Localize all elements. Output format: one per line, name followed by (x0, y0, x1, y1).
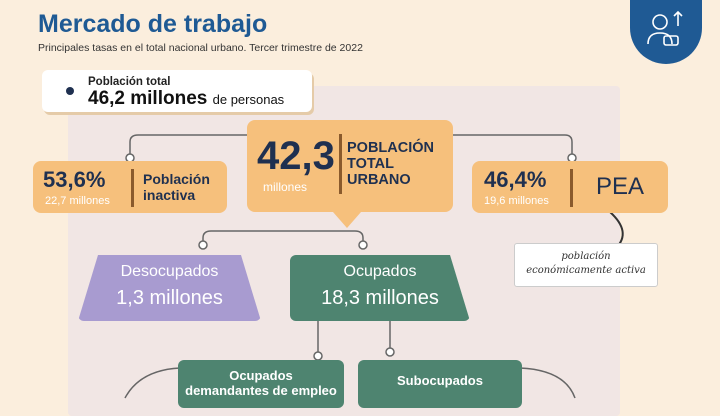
population-total-label: Población total (88, 76, 171, 88)
page-subtitle: Principales tasas en el total nacional u… (38, 42, 363, 54)
urban-population-unit: millones (263, 180, 308, 194)
pea-label: PEA (596, 173, 645, 200)
unemployed-box: Desocupados 1,3 millones (78, 255, 261, 321)
bullet-icon (66, 87, 74, 95)
labor-market-badge (630, 0, 702, 64)
urban-population-card: 42,3 millones POBLACIÓN TOTAL URBANO (247, 120, 453, 212)
employed-label: Ocupados (343, 263, 417, 280)
unemployed-label: Desocupados (120, 263, 219, 280)
worker-growth-icon (647, 10, 683, 46)
pea-amount: 19,6 millones (484, 195, 549, 207)
inactive-label: Población inactiva (143, 171, 210, 203)
urban-population-value: 42,3 (257, 134, 335, 178)
page-title: Mercado de trabajo (38, 10, 268, 38)
divider (339, 134, 342, 194)
employed-value: 18,3 millones (321, 287, 439, 309)
underemployed-box: Subocupados (358, 360, 522, 408)
employed-box: Ocupados 18,3 millones (290, 255, 470, 321)
inactive-card: 53,6% 22,7 millones Población inactiva (33, 161, 227, 213)
callout-tail (333, 212, 361, 228)
pea-definition-note: población económicamente activa (514, 243, 658, 287)
pea-percent: 46,4% (484, 167, 547, 192)
divider (131, 169, 134, 207)
pea-card: 46,4% 19,6 millones PEA (472, 161, 668, 213)
inactive-amount: 22,7 millones (45, 195, 110, 207)
divider (570, 169, 573, 207)
employed-seeking-box: Ocupados demandantes de empleo (178, 360, 344, 408)
population-total-card: Población total 46,2 millones de persona… (42, 70, 312, 112)
population-total-value: 46,2 millones de personas (88, 88, 285, 109)
inactive-percent: 53,6% (43, 167, 106, 192)
urban-population-label: POBLACIÓN TOTAL URBANO (347, 140, 434, 188)
unemployed-value: 1,3 millones (116, 287, 223, 309)
